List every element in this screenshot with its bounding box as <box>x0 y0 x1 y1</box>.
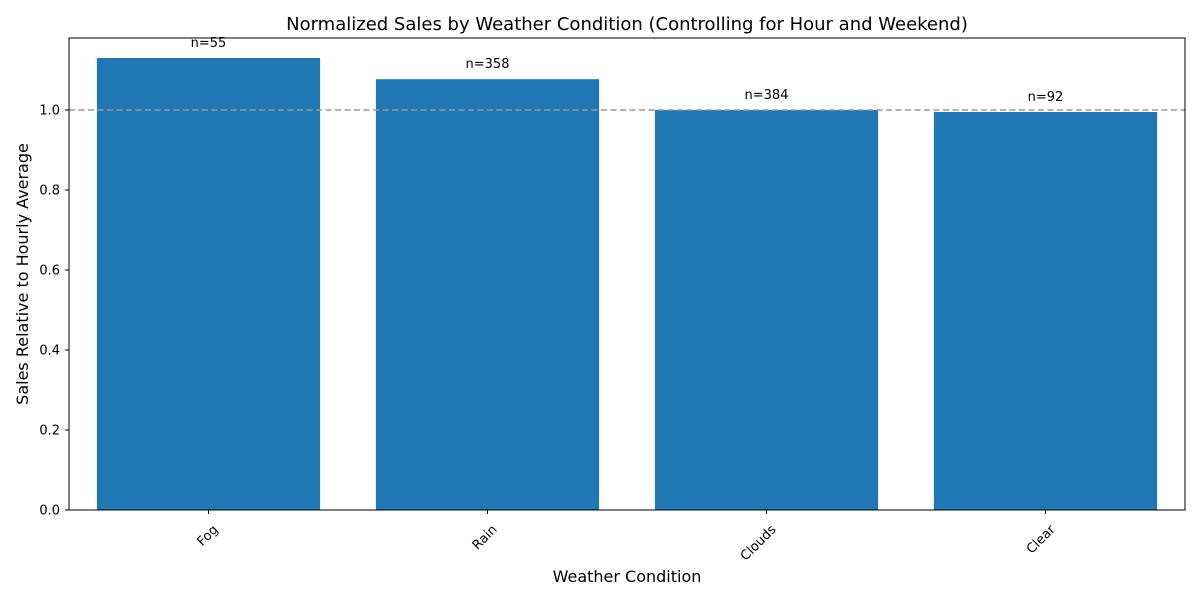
x-tick-label-clouds: Clouds <box>738 522 780 564</box>
x-axis-label: Weather Condition <box>553 567 702 586</box>
y-tick-label: 0.8 <box>39 184 60 199</box>
plot-area: n=55 n=358 n=384 n=92 0.0 0.2 0.4 0.6 0.8 1.0 Fog R… <box>39 36 1186 564</box>
bar-label-rain: n=358 <box>466 57 510 72</box>
chart-title: Normalized Sales by Weather Condition (C… <box>286 14 968 35</box>
bar-label-clouds: n=384 <box>745 88 789 103</box>
bar-label-fog: n=55 <box>191 36 227 51</box>
y-tick-label: 0.0 <box>39 504 60 519</box>
bar-label-clear: n=92 <box>1028 90 1064 105</box>
bar-clear <box>933 112 1158 510</box>
axes-frame <box>68 37 1186 511</box>
y-tick-label: 0.2 <box>39 424 60 439</box>
x-tick-label-rain: Rain <box>470 522 501 553</box>
x-tick-label-clear: Clear <box>1024 522 1059 557</box>
y-tick-label: 1.0 <box>39 104 60 119</box>
y-tick-label: 0.6 <box>39 264 60 279</box>
y-tick-label: 0.4 <box>39 344 60 359</box>
bar-rain <box>375 79 600 510</box>
x-tick-label-fog: Fog <box>195 522 222 549</box>
bar-fog <box>96 58 321 510</box>
y-axis-label: Sales Relative to Hourly Average <box>13 143 32 405</box>
bar-clouds <box>654 110 879 510</box>
